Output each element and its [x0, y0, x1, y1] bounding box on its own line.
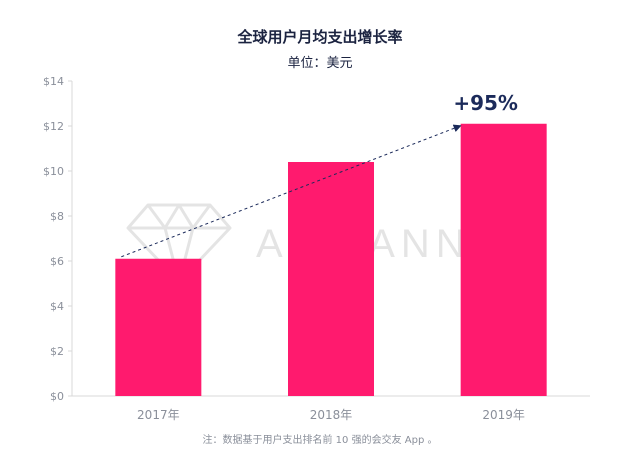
watermark-logo-icon: [126, 203, 232, 284]
y-tick-label: $10: [43, 165, 64, 178]
growth-annotation-label: +95%: [453, 91, 518, 115]
x-tick-label: 2017年: [137, 408, 180, 422]
x-tick-label: 2018年: [310, 408, 353, 422]
y-tick-label: $14: [43, 75, 64, 88]
chart-footnote: 注：数据基于用户支出排名前 10 强的会交友 App 。: [202, 435, 438, 446]
y-tick-label: $0: [50, 390, 64, 403]
growth-arrow: [121, 124, 462, 258]
y-tick-label: $8: [50, 210, 64, 223]
y-tick-label: $2: [50, 345, 64, 358]
y-tick-label: $6: [50, 255, 64, 268]
bar: [460, 123, 547, 396]
y-tick-label: $12: [43, 120, 64, 133]
bar: [288, 162, 374, 396]
bar: [115, 258, 202, 396]
x-tick-label: 2019年: [482, 408, 525, 422]
chart-subtitle: 单位：美元: [287, 56, 353, 71]
chart-title: 全球用户月均支出增长率: [237, 28, 403, 46]
y-tick-label: $4: [50, 300, 64, 313]
